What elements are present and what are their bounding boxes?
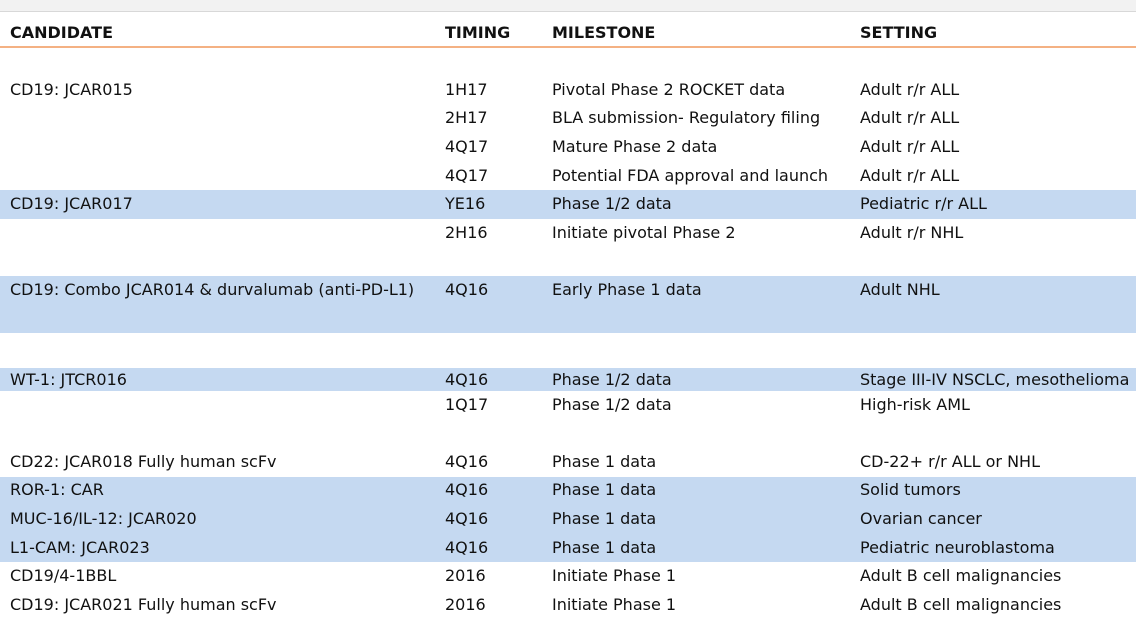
table-cell: 1Q17 (445, 395, 489, 414)
table-cell: 4Q16 (445, 452, 489, 471)
table-cell: Solid tumors (860, 480, 961, 499)
table-cell: 2H17 (445, 108, 488, 127)
table-cell: High-risk AML (860, 395, 970, 414)
table-cell: 2016 (445, 595, 486, 614)
table-cell: Potential FDA approval and launch (552, 166, 829, 185)
highlight-band (0, 190, 1136, 219)
table-cell: Initiate Phase 1 (552, 566, 677, 585)
table-cell: Adult r/r NHL (860, 223, 964, 242)
table-cell: Adult r/r ALL (860, 108, 960, 127)
table-cell: BLA submission- Regulatory filing (552, 108, 821, 127)
table-cell: Adult r/r ALL (860, 166, 960, 185)
table-cell: 4Q16 (445, 480, 489, 499)
column-header: MILESTONE (552, 23, 656, 42)
table-cell: 4Q16 (445, 370, 489, 389)
table-cell: Mature Phase 2 data (552, 137, 718, 156)
table-cell: Initiate Phase 1 (552, 595, 677, 614)
table-cell: Adult r/r ALL (860, 137, 960, 156)
table-cell: 4Q17 (445, 137, 489, 156)
table-cell: CD19: JCAR015 (10, 80, 133, 99)
table-cell: Pivotal Phase 2 ROCKET data (552, 80, 786, 99)
column-header: TIMING (445, 23, 511, 42)
table-cell: Phase 1/2 data (552, 395, 672, 414)
table-cell: Adult NHL (860, 280, 940, 299)
table-cell: Adult B cell malignancies (860, 595, 1062, 614)
highlight-band (0, 477, 1136, 562)
table-cell: 2H16 (445, 223, 488, 242)
highlight-band (0, 368, 1136, 391)
table-cell: CD19/4-1BBL (10, 566, 117, 585)
table-cell: Phase 1 data (552, 452, 657, 471)
table-cell: 4Q16 (445, 538, 489, 557)
table-cell: 2016 (445, 566, 486, 585)
table-cell: CD-22+ r/r ALL or NHL (860, 452, 1040, 471)
table-cell: Phase 1/2 data (552, 194, 672, 213)
table-cell: Adult B cell malignancies (860, 566, 1062, 585)
table-cell: ROR-1: CAR (10, 480, 104, 499)
table-cell: 4Q16 (445, 509, 489, 528)
header-rule (0, 46, 1136, 48)
table-cell: Phase 1 data (552, 480, 657, 499)
column-header: SETTING (860, 23, 938, 42)
table-cell: Phase 1 data (552, 509, 657, 528)
table-cell: Stage III-IV NSCLC, mesothelioma (860, 370, 1130, 389)
table-cell: MUC-16/IL-12: JCAR020 (10, 509, 197, 528)
table-cell: Pediatric neuroblastoma (860, 538, 1055, 557)
top-bar (0, 0, 1136, 12)
table-cell: Phase 1/2 data (552, 370, 672, 389)
table-cell: YE16 (445, 194, 486, 213)
table-cell: Phase 1 data (552, 538, 657, 557)
table-cell: 4Q16 (445, 280, 489, 299)
table-cell: CD19: JCAR021 Fully human scFv (10, 595, 277, 614)
table-cell: Initiate pivotal Phase 2 (552, 223, 736, 242)
table-cell: Pediatric r/r ALL (860, 194, 987, 213)
table-cell: CD19: Combo JCAR014 & durvalumab (anti-P… (10, 280, 415, 299)
table-cell: L1-CAM: JCAR023 (10, 538, 150, 557)
table-cell: WT-1: JTCR016 (10, 370, 127, 389)
table-cell: CD19: JCAR017 (10, 194, 133, 213)
table-cell: Adult r/r ALL (860, 80, 960, 99)
table-cell: Ovarian cancer (860, 509, 982, 528)
column-header: CANDIDATE (10, 23, 114, 42)
table-cell: CD22: JCAR018 Fully human scFv (10, 452, 277, 471)
table-cell: 4Q17 (445, 166, 489, 185)
table-cell: 1H17 (445, 80, 488, 99)
table-cell: Early Phase 1 data (552, 280, 702, 299)
highlight-band (0, 276, 1136, 333)
